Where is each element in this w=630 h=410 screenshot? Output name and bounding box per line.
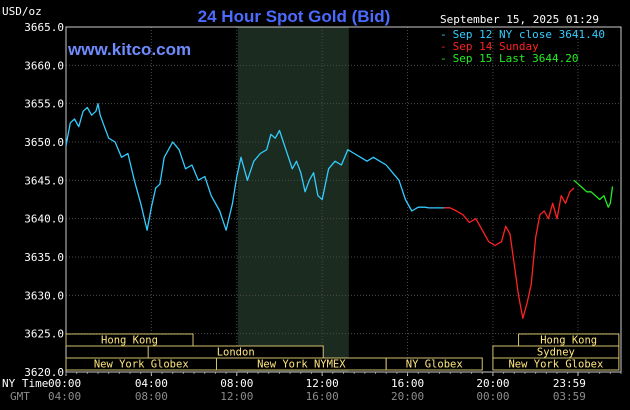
- session-label: New York NYMEX: [257, 359, 346, 371]
- x-tick-label-ny: 23:59: [553, 377, 586, 390]
- session-bar: [492, 357, 620, 371]
- x-tick-label-gmt: 04:00: [48, 390, 81, 403]
- session-bar: [65, 333, 194, 347]
- y-tick-label: 3665.0: [24, 21, 64, 34]
- y-tick-label: 3630.0: [24, 289, 64, 302]
- x-tick-label-ny: 08:00: [220, 377, 253, 390]
- plot-frame: [65, 26, 622, 373]
- y-tick-label: 3660.0: [24, 59, 64, 72]
- legend-item-sunday: - Sep 14 Sunday: [440, 40, 539, 53]
- x-tick-label-ny: 04:00: [135, 377, 168, 390]
- y-tick-label: 3645.0: [24, 174, 64, 187]
- x-axis-ticks: 00:0004:0004:0008:0008:0012:0012:0016:00…: [48, 377, 586, 403]
- session-label: Sydney: [537, 347, 575, 359]
- x-tick-label-ny: 00:00: [48, 377, 81, 390]
- timestamp: September 15, 2025 01:29: [440, 13, 599, 26]
- x-tick-label-gmt: 08:00: [135, 390, 168, 403]
- session-bar: [385, 357, 483, 371]
- session-label: New York Globex: [94, 359, 189, 371]
- watermark-url[interactable]: www.kitco.com: [67, 40, 191, 59]
- x-tick-label-ny: 16:00: [391, 377, 424, 390]
- y-tick-label: 3655.0: [24, 98, 64, 111]
- session-label: New York Globex: [508, 359, 603, 371]
- ny-time-row-label: NY Time: [2, 377, 48, 390]
- y-tick-label: 3635.0: [24, 251, 64, 264]
- price-series-line: [443, 187, 575, 319]
- x-tick-label-gmt: 16:00: [306, 390, 339, 403]
- x-tick-label-gmt: 03:59: [553, 390, 586, 403]
- y-tick-label: 3640.0: [24, 213, 64, 226]
- x-tick-label-gmt: 20:00: [391, 390, 424, 403]
- x-tick-label-ny: 20:00: [476, 377, 509, 390]
- y-unit-label: USD/oz: [2, 5, 42, 18]
- y-tick-label: 3625.0: [24, 328, 64, 341]
- market-sessions: Hong Kong London New York Globex New York N…: [65, 333, 620, 371]
- session-label: Hong Kong: [540, 335, 597, 347]
- y-tick-label: 3620.0: [24, 366, 64, 379]
- legend-item-last: - Sep 15 Last 3644.20: [440, 52, 578, 65]
- y-axis-ticks: 3665.0 3660.0 3655.0 3650.0 3645.0 3640.0 3635…: [24, 21, 64, 379]
- session-label: NY Globex: [406, 359, 463, 371]
- price-series-line: [573, 179, 614, 208]
- ny-session-shading: [237, 27, 349, 372]
- chart-title: 24 Hour Spot Gold (Bid): [198, 7, 391, 26]
- price-series-line: [65, 103, 451, 231]
- x-tick-label-gmt: 12:00: [220, 390, 253, 403]
- x-tick-label-ny: 12:00: [306, 377, 339, 390]
- session-label: London: [217, 347, 255, 359]
- price-lines: [65, 103, 614, 319]
- gmt-row-label: GMT: [10, 390, 30, 403]
- legend-item-ny-close: - Sep 12 NY close 3641.40: [440, 28, 605, 41]
- x-tick-label-gmt: 00:00: [476, 390, 509, 403]
- y-tick-label: 3650.0: [24, 136, 64, 149]
- session-label: Hong Kong: [101, 335, 158, 347]
